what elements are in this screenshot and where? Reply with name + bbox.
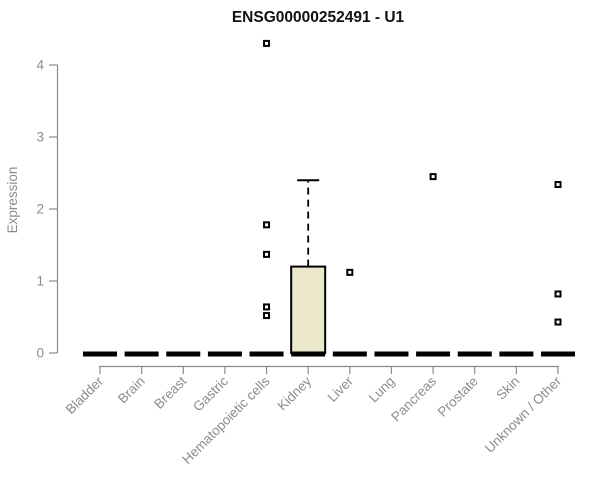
- x-axis-label-lung: Lung: [366, 374, 398, 406]
- median-kidney: [291, 351, 326, 357]
- outlier-point-pancreas: [429, 173, 437, 181]
- median-liver: [332, 351, 367, 357]
- median-pancreas: [416, 351, 451, 357]
- outlier-point-hematopoietic-cells: [263, 303, 271, 311]
- outlier-point-unknown-other: [554, 290, 562, 298]
- outlier-point-hematopoietic-cells: [263, 39, 271, 47]
- median-unknown-other: [541, 351, 575, 357]
- y-axis-tick-label: 2: [36, 202, 44, 217]
- x-axis-label-liver: Liver: [325, 373, 357, 405]
- x-axis-label-pancreas: Pancreas: [388, 373, 439, 424]
- x-axis-label-gastric: Gastric: [190, 373, 231, 414]
- median-hematopoietic-cells: [249, 351, 284, 357]
- x-axis-label-brain: Brain: [115, 374, 148, 407]
- x-axis-label-bladder: Bladder: [63, 373, 107, 417]
- median-breast: [166, 351, 201, 357]
- x-axis-label-skin: Skin: [493, 374, 522, 403]
- chart-title: ENSG00000252491 - U1: [232, 9, 405, 26]
- median-brain: [124, 351, 159, 357]
- outlier-point-unknown-other: [554, 318, 562, 326]
- outlier-point-hematopoietic-cells: [263, 312, 271, 320]
- y-axis-tick-label: 1: [36, 274, 44, 289]
- x-axis-label-prostate: Prostate: [435, 374, 481, 420]
- x-axis-label-breast: Breast: [151, 373, 189, 411]
- median-lung: [374, 351, 409, 357]
- box-kidney: [290, 265, 327, 355]
- x-axis-label-unknown-other: Unknown / Other: [482, 373, 565, 456]
- x-axis-label-kidney: Kidney: [275, 373, 315, 413]
- y-axis-tick-label: 4: [36, 58, 44, 73]
- median-prostate: [457, 351, 492, 357]
- y-axis-tick-label: 3: [36, 130, 44, 145]
- outlier-point-hematopoietic-cells: [263, 250, 271, 258]
- y-axis-tick-label: 0: [36, 346, 44, 361]
- outlier-point-liver: [346, 268, 354, 276]
- median-gastric: [207, 351, 242, 357]
- median-skin: [499, 351, 534, 357]
- y-axis-title: Expression: [5, 167, 20, 234]
- outlier-point-hematopoietic-cells: [263, 221, 271, 229]
- median-bladder: [83, 351, 117, 357]
- outlier-point-unknown-other: [554, 181, 562, 189]
